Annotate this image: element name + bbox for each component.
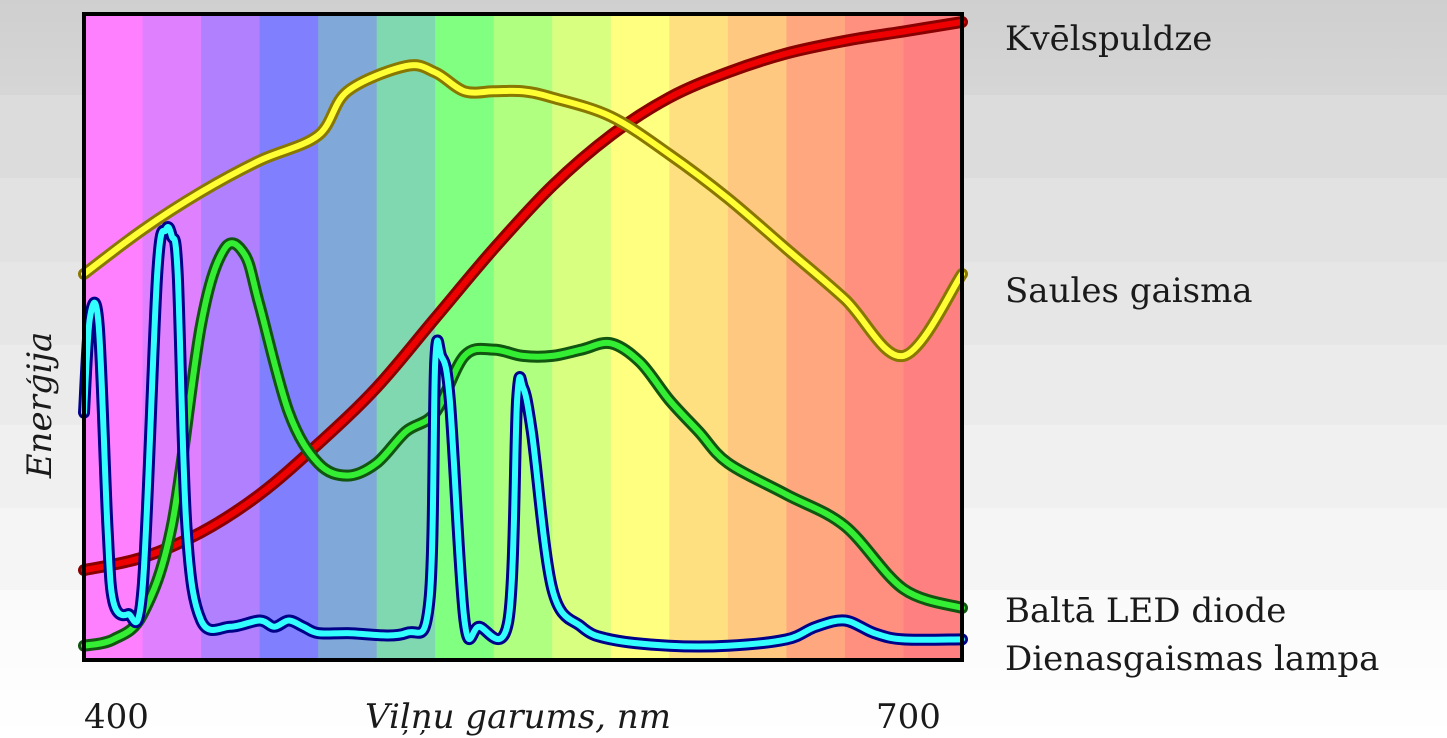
x-tick-label-400: 400 xyxy=(84,697,149,737)
legend-label-sunlight: Saules gaisma xyxy=(1005,271,1253,311)
spectrum-band xyxy=(903,14,963,660)
series-line-fluorescent xyxy=(81,224,965,650)
spectrum-band xyxy=(786,14,846,660)
legend-label-white-led: Baltā LED diode xyxy=(1005,591,1287,631)
spectrum-band xyxy=(201,14,261,660)
x-axis-label: Viļņu garums, nm xyxy=(365,697,671,737)
spectrum-band xyxy=(552,14,612,660)
plot-frame xyxy=(82,12,964,662)
x-tick-label-700: 700 xyxy=(876,697,941,737)
series-line-incandescent xyxy=(81,19,965,574)
spectrum-band xyxy=(669,14,729,660)
series-lines xyxy=(78,16,968,653)
spectrum-band xyxy=(727,14,787,660)
spectrum-band xyxy=(318,14,378,660)
y-axis-label: Enerģija xyxy=(20,331,60,479)
legend-label-incandescent: Kvēlspuldze xyxy=(1005,19,1213,59)
series-line-sunlight xyxy=(81,62,965,359)
legend-label-fluorescent: Dienasgaismas lampa xyxy=(1005,639,1380,679)
spectrum-bands xyxy=(84,14,963,660)
